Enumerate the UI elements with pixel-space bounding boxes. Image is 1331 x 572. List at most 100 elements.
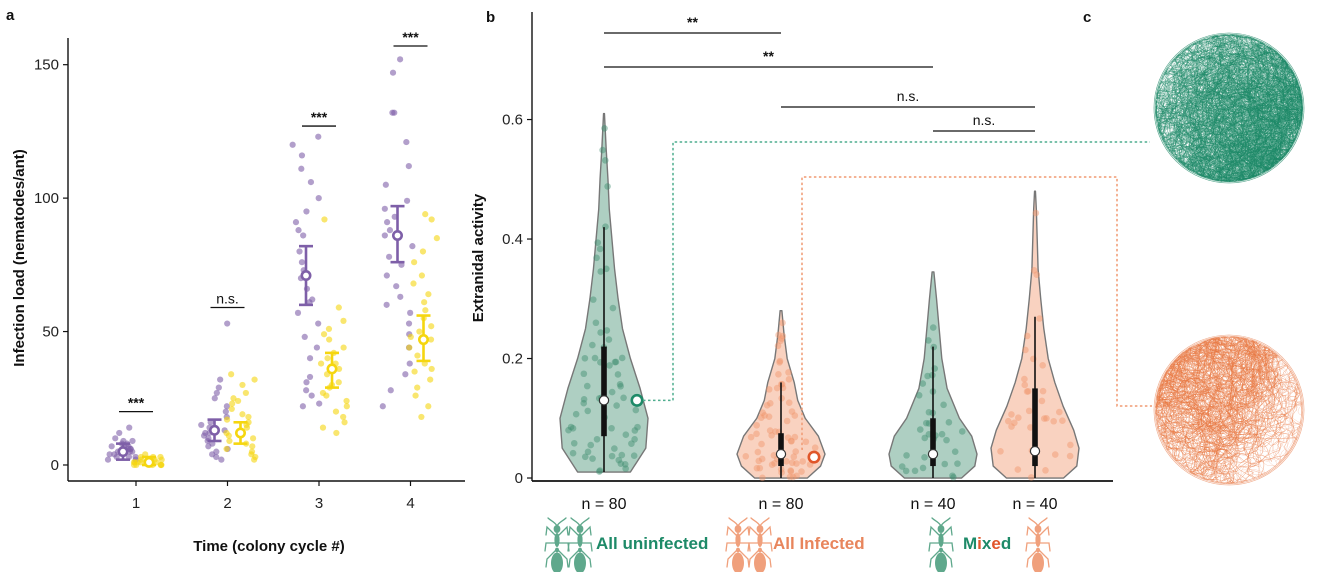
data-point (332, 408, 340, 415)
violin-point (618, 451, 626, 459)
trajectory-path (1209, 338, 1301, 484)
data-point (299, 403, 307, 410)
violin-point (925, 408, 933, 416)
data-point (391, 109, 398, 116)
data-point (209, 451, 216, 458)
trajectory-path (1164, 34, 1252, 182)
panel-b-significance: ** ** n.s. n.s. (604, 14, 1035, 132)
data-point (333, 429, 340, 437)
data-point (340, 413, 347, 421)
violin-point (915, 392, 923, 399)
data-point (306, 373, 314, 381)
ant-leg (929, 548, 942, 568)
comparison-label: n.s. (897, 88, 920, 104)
violin-point (611, 445, 618, 452)
violin-point (606, 362, 613, 369)
data-point (403, 197, 411, 204)
arena-edge (1156, 35, 1302, 181)
trajectory-path (1203, 34, 1302, 180)
violin-point (765, 386, 773, 393)
ant-head (1034, 525, 1042, 533)
violin-point (1025, 407, 1033, 415)
ant-leg (759, 525, 772, 538)
violin-point (788, 408, 796, 415)
data-point (228, 405, 235, 413)
violin-point (593, 254, 600, 262)
data-point (397, 293, 404, 300)
iqr-box (930, 418, 936, 467)
data-point (425, 403, 432, 410)
trajectory-path (1156, 38, 1303, 179)
trajectory-path (1169, 51, 1302, 182)
trajectory-path (1186, 51, 1303, 181)
violin-point (787, 467, 794, 474)
violin-point (631, 427, 639, 434)
violin-point (1011, 419, 1018, 427)
violin-point (1021, 381, 1029, 389)
trajectory-path (1155, 34, 1302, 160)
ant-antenna (737, 517, 748, 527)
data-point (298, 165, 305, 172)
violin-point (766, 400, 774, 407)
violin-point (753, 430, 760, 438)
violin-point (596, 245, 604, 253)
data-point (418, 272, 426, 279)
trajectory-path (1204, 338, 1289, 484)
ant-petiole (758, 547, 762, 553)
violin-point (786, 473, 794, 481)
sample-size-label: n = 40 (911, 496, 956, 513)
ant-thorax (1035, 533, 1041, 547)
data-point (218, 456, 225, 463)
data-point (315, 133, 322, 140)
data-point (226, 437, 233, 445)
violin-point (601, 125, 608, 132)
ant-thorax (554, 533, 560, 547)
data-point (406, 344, 413, 351)
violin-point (1030, 267, 1038, 274)
data-point (419, 248, 427, 255)
trajectory-path (1178, 338, 1263, 483)
violin-point (772, 428, 779, 435)
ant-gaster (574, 552, 586, 572)
ant-leg (579, 525, 592, 538)
violin-point (617, 382, 624, 390)
ant-leg (725, 542, 739, 552)
violin-point (1042, 467, 1049, 474)
data-point (126, 424, 133, 431)
violin-point (605, 336, 613, 343)
ant-icon (1025, 517, 1051, 572)
ant-petiole (736, 547, 740, 553)
connector-uninfected (643, 141, 1150, 402)
highlighted-ant-marker (630, 393, 644, 407)
trajectory-path (1156, 34, 1298, 181)
uninfected-trajectory-arena (1153, 32, 1305, 184)
data-point (422, 307, 429, 314)
panel-label-b: b (486, 9, 495, 26)
violin-point (777, 337, 784, 345)
violin-point (811, 444, 819, 451)
trajectory-path (1165, 44, 1298, 182)
trajectory-path (1174, 338, 1292, 484)
trajectory-path (1155, 34, 1302, 182)
data-point (106, 451, 113, 458)
trajectory-path (1156, 38, 1296, 179)
violin-point (753, 464, 761, 472)
y-tick-label: 0.4 (502, 231, 523, 248)
data-point (384, 219, 391, 226)
violin-point (958, 428, 966, 435)
violin-point (1023, 332, 1031, 340)
violin-point (596, 468, 603, 475)
data-point (386, 253, 393, 260)
violin-point (911, 467, 919, 475)
legend-mixed-part: e (991, 534, 1000, 553)
ant-petiole (939, 547, 943, 553)
data-point (306, 355, 314, 362)
data-point (428, 365, 435, 373)
violin-point (776, 359, 783, 366)
data-point (243, 424, 251, 431)
median-marker (598, 395, 610, 406)
data-point (335, 379, 342, 386)
data-point (411, 368, 418, 375)
violin-point (763, 402, 771, 409)
violin-point (768, 461, 776, 469)
